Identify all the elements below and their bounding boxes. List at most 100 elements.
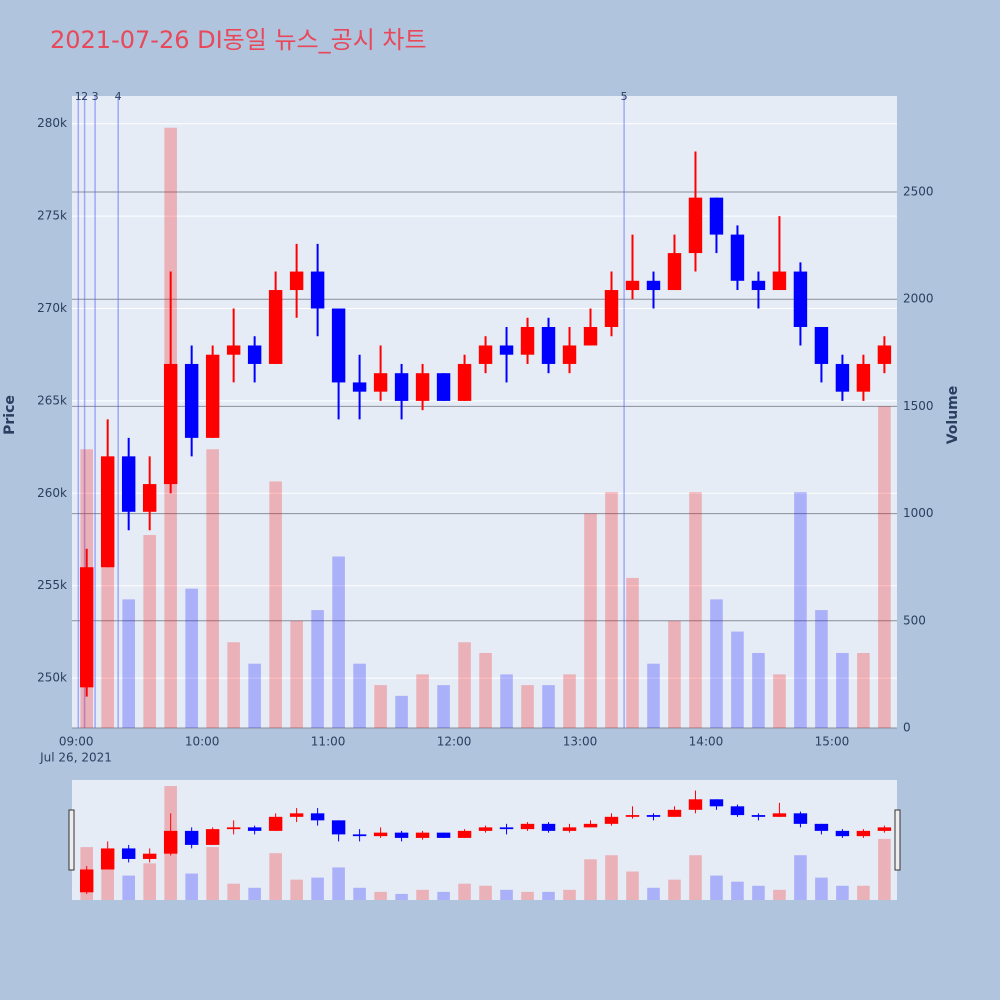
slider-volume-bar bbox=[521, 891, 534, 900]
slider-candle-body bbox=[793, 813, 808, 824]
x-tick-label: 10:00 bbox=[185, 735, 220, 749]
volume-bar bbox=[416, 674, 429, 728]
slider-volume-bar bbox=[773, 889, 786, 900]
volume-bar bbox=[479, 652, 492, 728]
slider-candle-body bbox=[331, 820, 346, 835]
slider-candle-body bbox=[562, 827, 577, 831]
slider-volume-bar bbox=[689, 855, 702, 900]
volume-bar bbox=[353, 663, 366, 728]
slider-volume-bar bbox=[668, 879, 681, 900]
candle-body bbox=[331, 308, 346, 383]
x-tick-label: 12:00 bbox=[437, 735, 472, 749]
candle-body bbox=[100, 456, 115, 568]
news-label: 2 bbox=[81, 90, 88, 103]
slider-volume-bar bbox=[269, 853, 282, 900]
candle-body bbox=[478, 345, 493, 364]
volume-bar bbox=[773, 674, 786, 728]
x-date-label: Jul 26, 2021 bbox=[39, 751, 112, 765]
y-tick-label: 250k bbox=[37, 671, 67, 685]
candle-body bbox=[730, 234, 745, 281]
y-tick-label: 280k bbox=[37, 116, 67, 130]
range-handle-left[interactable] bbox=[68, 809, 75, 871]
y2-tick-label: 1000 bbox=[903, 506, 934, 520]
y2-tick-label: 2000 bbox=[903, 292, 934, 306]
slider-volume-bar bbox=[374, 891, 387, 900]
slider-candle-body bbox=[373, 832, 388, 837]
y-tick-label: 275k bbox=[37, 209, 67, 223]
slider-candle-body bbox=[625, 815, 640, 817]
candle-body bbox=[520, 326, 535, 355]
slider-candle-body bbox=[205, 829, 220, 845]
slider-candle-body bbox=[541, 823, 556, 831]
slider-candle-body bbox=[835, 830, 850, 837]
slider-candle-body bbox=[751, 815, 766, 817]
volume-bar bbox=[437, 685, 450, 728]
slider-volume-bar bbox=[647, 887, 660, 900]
x-tick-label: 15:00 bbox=[815, 735, 850, 749]
slider-candle-body bbox=[268, 816, 283, 831]
slider-candle-body bbox=[478, 827, 493, 831]
candle-body bbox=[268, 290, 283, 364]
candle-body bbox=[226, 345, 241, 355]
slider-candle-body bbox=[667, 809, 682, 817]
slider-candle-body bbox=[184, 830, 199, 845]
volume-bar bbox=[311, 610, 324, 728]
slider-volume-bar bbox=[605, 855, 618, 900]
volume-bar bbox=[458, 642, 471, 728]
slider-candle-body bbox=[226, 827, 241, 830]
slider-candle-body bbox=[289, 813, 304, 817]
candle-body bbox=[856, 363, 871, 392]
candle-body bbox=[751, 280, 766, 291]
volume-bar bbox=[395, 695, 408, 728]
y2-tick-label: 500 bbox=[903, 613, 926, 627]
slider-candle-body bbox=[79, 869, 94, 893]
range-handle-right[interactable] bbox=[894, 809, 901, 871]
slider-volume-bar bbox=[458, 883, 471, 900]
candle-body bbox=[541, 326, 556, 364]
candle-body bbox=[457, 363, 472, 401]
slider-candle-body bbox=[877, 827, 892, 831]
slider-candle-body bbox=[121, 848, 136, 859]
slider-volume-bar bbox=[878, 838, 891, 900]
candle-body bbox=[184, 363, 199, 438]
volume-bar bbox=[647, 663, 660, 728]
y-tick-label: 270k bbox=[37, 301, 67, 315]
candle-body bbox=[604, 290, 619, 327]
volume-bar bbox=[206, 449, 219, 728]
news-label: 5 bbox=[621, 90, 628, 103]
slider-candle-body bbox=[247, 827, 262, 831]
candle-body bbox=[709, 197, 724, 235]
candle-body bbox=[835, 363, 850, 392]
slider-candle-body bbox=[415, 832, 430, 838]
volume-bar bbox=[269, 481, 282, 728]
y-tick-label: 265k bbox=[37, 393, 67, 407]
slider-volume-bar bbox=[143, 863, 156, 900]
candle-body bbox=[436, 373, 451, 401]
slider-candle-body bbox=[310, 813, 325, 821]
slider-candle-body bbox=[163, 830, 178, 854]
slider-volume-bar bbox=[332, 867, 345, 900]
volume-bar bbox=[122, 599, 135, 728]
slider-volume-bar bbox=[290, 879, 303, 900]
candle-body bbox=[415, 373, 430, 401]
volume-bar bbox=[794, 492, 807, 728]
slider-volume-bar bbox=[311, 877, 324, 900]
candle-body bbox=[121, 456, 136, 512]
y2-axis-title: Volume bbox=[945, 386, 961, 445]
x-tick-label: 13:00 bbox=[563, 735, 598, 749]
candle-body bbox=[163, 363, 178, 485]
x-tick-label: 14:00 bbox=[689, 735, 724, 749]
slider-volume-bar bbox=[395, 893, 408, 900]
volume-bar bbox=[731, 631, 744, 728]
slider-volume-bar bbox=[206, 847, 219, 900]
slider-volume-bar bbox=[122, 875, 135, 900]
volume-bar bbox=[500, 674, 513, 728]
slider-candle-body bbox=[583, 823, 598, 828]
x-tick-label: 11:00 bbox=[311, 735, 346, 749]
slider-volume-bar bbox=[710, 875, 723, 900]
slider-candle-body bbox=[100, 848, 115, 870]
y2-tick-label: 1500 bbox=[903, 399, 934, 413]
slider-volume-bar bbox=[248, 887, 261, 900]
slider-volume-bar bbox=[836, 885, 849, 900]
chart-title: 2021-07-26 DI동일 뉴스_공시 차트 bbox=[50, 26, 427, 54]
